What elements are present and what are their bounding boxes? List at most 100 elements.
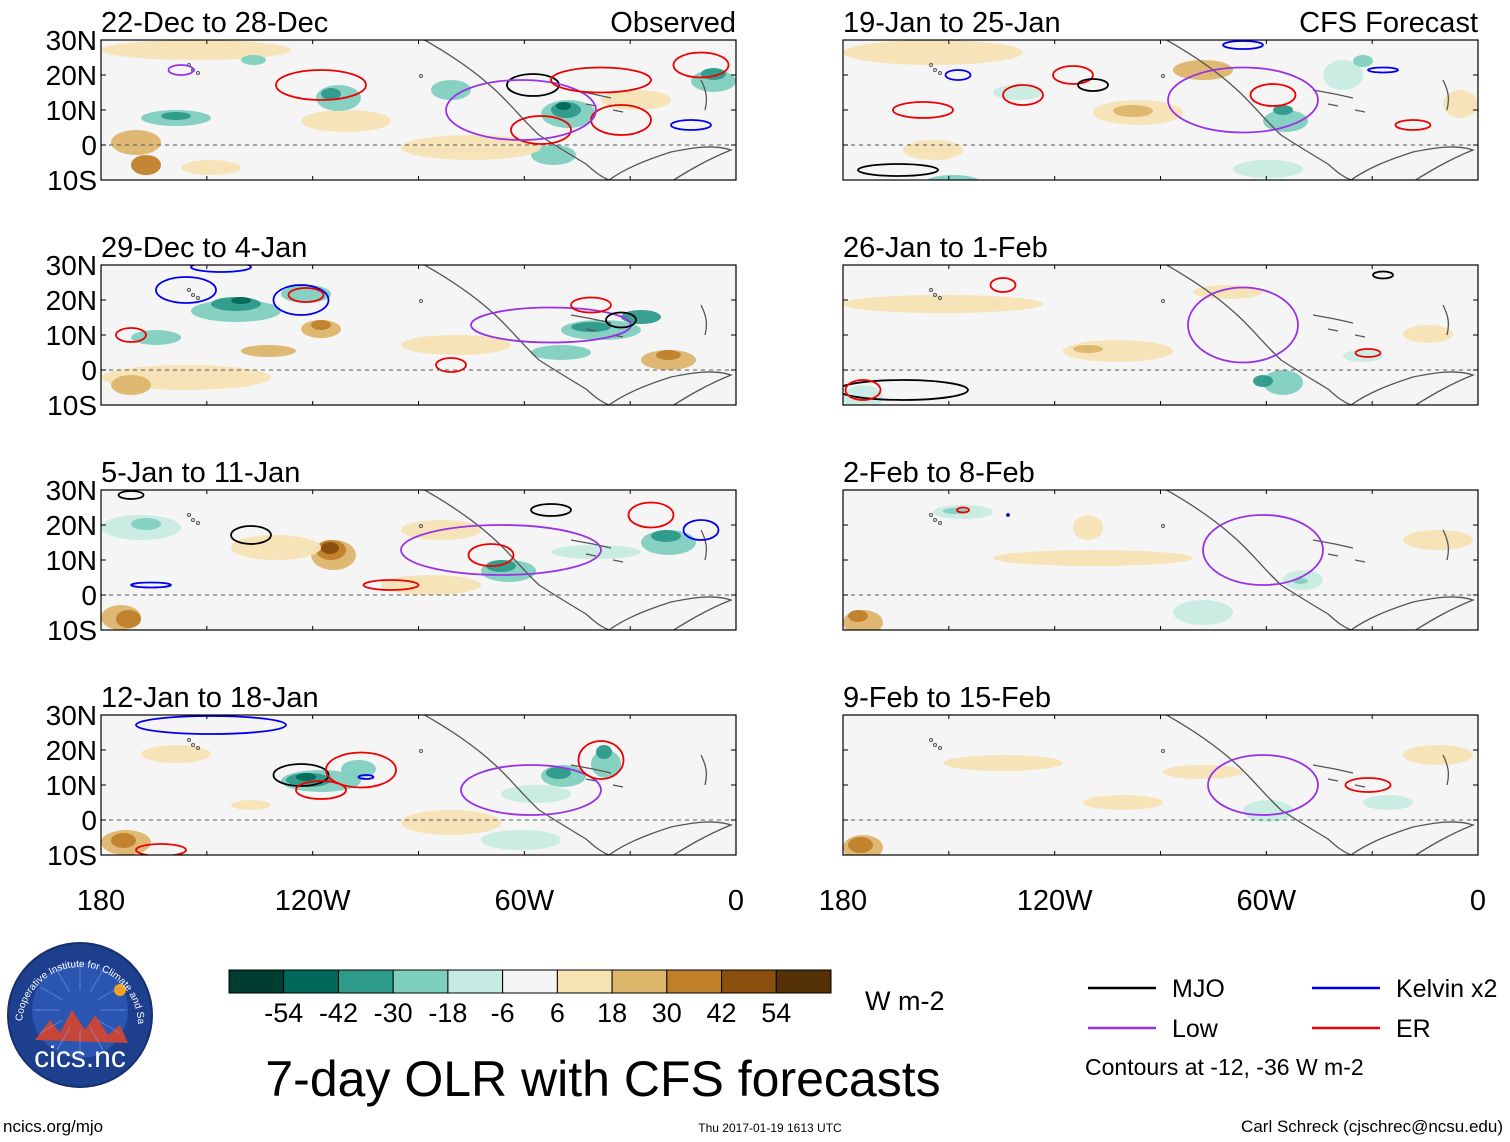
panel-p6: 26-Jan to 1-Feb [842,232,1479,406]
panel-background [843,715,1478,855]
lat-label: 20N [46,510,97,541]
lon-label: 60W [495,885,555,917]
lat-label: 0 [81,805,97,836]
panel-title: 9-Feb to 15-Feb [843,682,1051,714]
colorbar-tick-label: -6 [491,998,515,1028]
olr-anomaly-blob [501,785,571,803]
panel-title: 12-Jan to 18-Jan [101,682,319,714]
lat-label: 10S [47,165,97,196]
lat-label: 10N [46,320,97,351]
olr-anomaly-blob [926,175,980,180]
colorbar-swatch [775,969,832,994]
olr-anomaly-blob [1403,325,1453,343]
olr-anomaly-blob [848,610,868,622]
lon-label: 0 [728,885,744,917]
colorbar-swatch [611,969,668,994]
olr-anomaly-blob [311,320,331,330]
contour-mjo [1372,270,1394,280]
olr-anomaly-blob [241,55,266,65]
lat-label: 0 [81,355,97,386]
panel-field [843,40,1478,180]
contour-mjo [272,763,330,787]
colorbar-tick-label: -54 [264,998,303,1028]
colorbar-swatch [228,969,285,994]
island [1161,749,1165,753]
olr-anomaly-blob [656,350,681,360]
olr-anomaly-blob [993,550,1193,566]
olr-anomaly-blob [1233,160,1303,178]
island [419,524,423,528]
olr-anomaly-blob [321,542,339,554]
panel-tag: CFS Forecast [1299,7,1478,39]
contour-low [445,79,597,141]
lat-label: 20N [46,60,97,91]
panel-background [101,40,736,180]
panel-p8: 9-Feb to 15-Feb [842,682,1479,856]
olr-anomaly-blob [141,745,211,763]
contour-mjo [117,490,145,500]
olr-anomaly-blob [993,85,1043,100]
contour-er [510,115,572,145]
olr-anomaly-blob [571,322,611,332]
olr-anomaly-blob [131,518,161,530]
panel-title: 2-Feb to 8-Feb [843,457,1035,489]
lat-label: 10S [47,615,97,646]
island [938,296,942,300]
island [933,743,937,747]
olr-anomaly-blob [1083,795,1163,810]
colorbar-tick-label: 6 [550,998,565,1028]
contour-mjo [605,311,637,329]
olr-anomaly-blob [1253,375,1273,387]
olr-anomaly-blob [131,155,161,175]
lon-label: 0 [1470,885,1486,917]
contour-er [1249,83,1297,107]
olr-anomaly-blob [401,810,501,835]
olr-anomaly-blob [231,800,271,810]
olr-anomaly-blob [101,40,291,60]
contour-er [956,506,970,514]
contour-kelvin [130,581,172,589]
island [929,288,933,292]
olr-anomaly-blob [596,745,612,759]
contour-low [167,64,195,76]
olr-anomaly-blob [231,535,321,560]
island [933,518,937,522]
contour-note: Contours at -12, -36 W m-2 [1085,1054,1364,1080]
colorbar-swatch [447,969,504,994]
island [1161,74,1165,78]
colorbar-swatch [556,969,613,994]
contour-kelvin [670,119,712,131]
contour-er [989,277,1017,293]
footer-timestamp: Thu 2017-01-19 1613 UTC [698,1121,842,1135]
olr-anomaly-blob [1163,765,1243,779]
olr-anomaly-blob [131,330,181,345]
olr-anomaly-blob [546,767,571,779]
panel-field [843,265,1478,405]
contour-mjo [843,379,969,401]
lat-label: 30N [46,25,97,56]
legend-label: MJO [1172,975,1225,1003]
olr-anomaly-blob [481,830,561,850]
olr-anomaly-blob [296,773,316,781]
contour-kelvin [1222,40,1264,50]
contour-low [460,764,602,816]
lat-label: 10S [47,840,97,871]
panel-field [101,40,736,180]
contour-kelvin [135,715,287,735]
island [933,293,937,297]
olr-anomaly-blob [231,297,251,304]
contour-er [295,780,347,800]
contour-er [577,740,625,780]
panel-title: 19-Jan to 25-Jan [843,7,1061,39]
island [419,749,423,753]
lat-label: 10N [46,95,97,126]
island [1161,299,1165,303]
contour-low [1167,66,1319,134]
colorbar-tick-label: 30 [652,998,682,1028]
legend-label: Kelvin x2 [1396,975,1497,1003]
island [929,513,933,517]
olr-anomaly-blob [321,88,341,100]
lon-label: 120W [1017,885,1093,917]
